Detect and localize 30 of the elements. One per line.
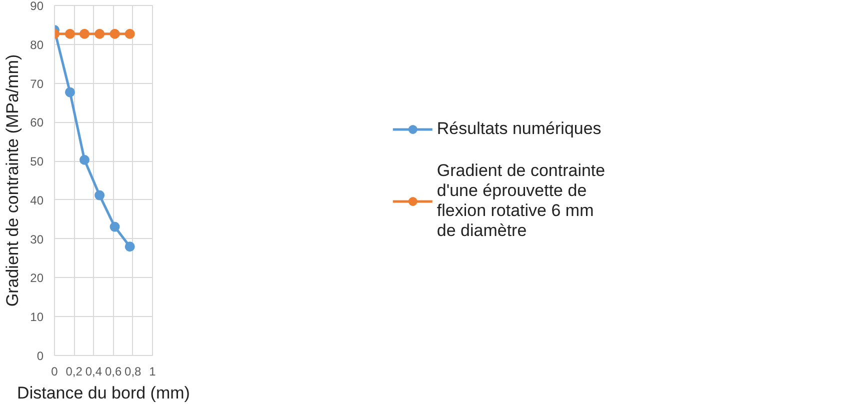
y-tick-label: 50 <box>30 154 44 169</box>
point <box>110 28 120 39</box>
y-tick-label: 70 <box>30 76 44 91</box>
y-tick-label: 80 <box>30 38 44 52</box>
y-tick-label: 60 <box>30 116 44 130</box>
x-tick-label: 1 <box>149 364 156 378</box>
point <box>94 28 105 39</box>
y-axis-title: Gradient de contrainte (MPa/mm) <box>3 54 22 307</box>
point <box>110 222 120 232</box>
x-tick-label: 0,6 <box>104 364 122 378</box>
x-tick-label: 0,2 <box>66 364 83 378</box>
y-tick-label: 10 <box>30 310 44 324</box>
y-tick-label: 30 <box>30 232 44 246</box>
y-tick-label: 40 <box>30 193 44 208</box>
point <box>79 154 90 165</box>
point <box>124 28 135 39</box>
y-tick-label: 90 <box>30 0 44 13</box>
x-tick-label: 0 <box>51 364 58 378</box>
legend-label: Résultats numériques <box>436 119 602 139</box>
point <box>64 87 75 98</box>
x-tick-label: 0,8 <box>124 364 142 378</box>
x-tick-label: 0,4 <box>85 364 102 378</box>
point <box>64 28 75 39</box>
point <box>94 190 105 200</box>
point <box>124 242 135 252</box>
legend-label: Gradient de contrainte d'une éprouvette de flexion rotative 6 mm de diamètre <box>436 161 606 241</box>
x-axis-title: Distance du bord (mm) <box>17 384 190 402</box>
point <box>79 28 90 39</box>
y-tick-label: 0 <box>36 349 44 363</box>
y-tick-label: 20 <box>30 271 44 286</box>
